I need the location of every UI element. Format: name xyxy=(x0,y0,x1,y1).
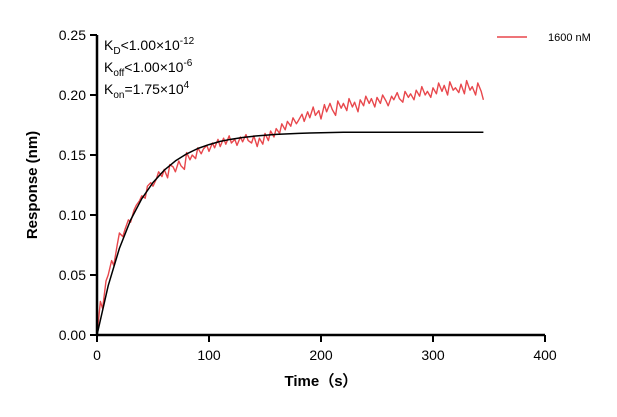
y-tick-label: 0.00 xyxy=(59,327,86,343)
kinetic-annotation: Kon=1.75×104 xyxy=(104,80,190,101)
fit-curve xyxy=(96,131,484,336)
x-axis-label: Time（s） xyxy=(284,372,357,390)
y-tick-label: 0.25 xyxy=(59,27,86,43)
legend: 1600 nM xyxy=(497,32,591,44)
y-tick-label: 0.10 xyxy=(59,207,86,223)
x-tick-label: 400 xyxy=(533,347,557,363)
series-line-1600nm xyxy=(96,79,485,336)
y-axis-label: Response (nm) xyxy=(24,131,41,239)
kinetic-annotation: Koff<1.00×10-6 xyxy=(104,58,193,79)
x-tick-label: 100 xyxy=(197,347,221,363)
x-tick-label: 200 xyxy=(309,347,333,363)
legend-label: 1600 nM xyxy=(548,32,591,44)
y-tick-label: 0.05 xyxy=(59,267,86,283)
x-tick-label: 300 xyxy=(421,347,445,363)
kinetic-annotation: KD<1.00×10-12 xyxy=(104,36,195,57)
y-tick-label: 0.20 xyxy=(59,87,86,103)
y-tick-label: 0.15 xyxy=(59,147,86,163)
x-tick-label: 0 xyxy=(93,347,101,363)
